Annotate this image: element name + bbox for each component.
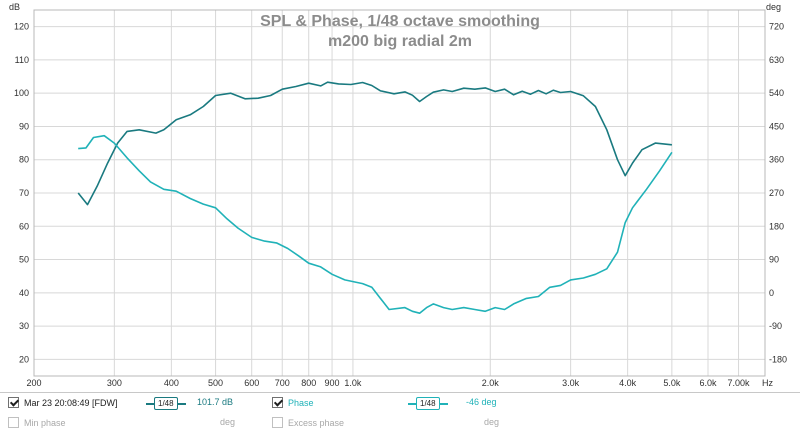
excess-phase-label: Excess phase <box>288 417 345 428</box>
x-tick-label: 900 <box>325 378 340 388</box>
x-tick-label: 2.0k <box>482 378 500 388</box>
spl-trace <box>77 81 672 206</box>
x-tick-label: 3.0k <box>562 378 580 388</box>
phase-label: Phase <box>288 397 314 408</box>
smoothing-badge-text: 1/48 <box>154 397 178 410</box>
spl-value: 101.7 dB <box>197 397 233 407</box>
left-tick-label: 70 <box>19 188 29 198</box>
right-tick-label: -90 <box>769 321 782 331</box>
left-tick-label: 60 <box>19 221 29 231</box>
left-tick-label: 50 <box>19 255 29 265</box>
phase-smoothing-badge-icon: 1/48 <box>408 397 448 410</box>
left-tick-label: 80 <box>19 155 29 165</box>
left-tick-label: 110 <box>15 55 29 65</box>
x-axis-unit: Hz <box>762 378 773 388</box>
series-layer <box>77 81 673 314</box>
x-tick-label: 400 <box>164 378 179 388</box>
legend-excess-phase-item[interactable]: Excess phase <box>272 417 344 428</box>
left-axis-unit: dB <box>9 2 20 12</box>
plot-frame <box>33 9 766 377</box>
left-axis-ticks: 20 30 40 50 60 70 80 90 100 110 120 <box>14 22 29 365</box>
x-tick-label: 800 <box>301 378 316 388</box>
min-phase-checkbox[interactable] <box>8 417 19 428</box>
right-tick-label: 0 <box>769 288 774 298</box>
smoothing-badge-icon: 1/48 <box>146 397 186 410</box>
right-tick-label: 720 <box>769 22 784 32</box>
x-tick-label: 300 <box>107 378 122 388</box>
min-phase-label: Min phase <box>24 417 66 428</box>
x-tick-label: 600 <box>244 378 259 388</box>
min-phase-unit-text: deg <box>220 417 236 427</box>
phase-value-text: -46 deg <box>466 397 497 407</box>
right-axis-ticks: -180 -90 0 90 180 270 360 450 540 630 720 <box>769 22 787 365</box>
excess-phase-unit: deg <box>484 417 499 427</box>
excess-phase-checkbox[interactable] <box>272 417 283 428</box>
legend-phase-item[interactable]: Phase <box>272 397 314 408</box>
left-tick-label: 90 <box>19 121 29 131</box>
x-tick-label: 1.0k <box>344 378 362 388</box>
measurement-label: Mar 23 20:08:49 [FDW] <box>24 397 118 408</box>
right-tick-label: -180 <box>769 354 787 364</box>
left-tick-label: 120 <box>14 22 29 32</box>
x-tick-label: 500 <box>208 378 223 388</box>
left-tick-label: 100 <box>14 88 29 98</box>
phase-checkbox[interactable] <box>272 397 283 408</box>
plot-background <box>0 0 800 392</box>
right-tick-label: 540 <box>769 88 784 98</box>
x-tick-label: 7.00k <box>728 378 751 388</box>
right-tick-label: 630 <box>769 55 784 65</box>
phase-trace <box>78 134 673 314</box>
right-axis-unit: deg <box>766 2 781 12</box>
chart-title: SPL & Phase, 1/48 octave smoothing <box>260 13 540 30</box>
x-tick-label: 200 <box>26 378 41 388</box>
x-tick-label: 700 <box>275 378 290 388</box>
spl-phase-chart[interactable]: 20 30 40 50 60 70 80 90 100 110 120 -180 -90 0 90 180 2… <box>0 0 800 392</box>
left-tick-label: 20 <box>19 354 29 364</box>
spl-smoothing-badge[interactable]: 1/48 <box>146 397 186 410</box>
phase-smoothing-badge[interactable]: 1/48 <box>408 397 448 410</box>
right-tick-label: 90 <box>769 255 779 265</box>
right-tick-label: 180 <box>769 221 784 231</box>
x-tick-label: 4.0k <box>619 378 637 388</box>
spl-value-text: 101.7 dB <box>197 397 234 407</box>
chart-subtitle: m200 big radial 2m <box>328 33 472 50</box>
x-axis-ticks: 200 300 400 500 600 700 800 900 1.0k 2.0k 3.0k 4.0k… <box>26 378 750 388</box>
measurement-checkbox[interactable] <box>8 397 19 408</box>
right-tick-label: 270 <box>769 188 784 198</box>
x-tick-label: 6.0k <box>699 378 717 388</box>
legend-panel: Mar 23 20:08:49 [FDW] 1/48 101.7 dB Phas… <box>0 392 800 436</box>
left-tick-label: 40 <box>19 288 29 298</box>
x-tick-label: 5.0k <box>663 378 681 388</box>
excess-phase-unit-text: deg <box>484 417 500 427</box>
phase-smoothing-badge-text: 1/48 <box>416 397 440 410</box>
right-tick-label: 360 <box>769 155 784 165</box>
legend-measurement-item[interactable]: Mar 23 20:08:49 [FDW] <box>8 397 118 408</box>
left-tick-label: 30 <box>19 321 29 331</box>
phase-value: -46 deg <box>466 397 497 407</box>
min-phase-unit: deg <box>220 417 235 427</box>
legend-min-phase-item[interactable]: Min phase <box>8 417 66 428</box>
right-tick-label: 450 <box>769 121 784 131</box>
